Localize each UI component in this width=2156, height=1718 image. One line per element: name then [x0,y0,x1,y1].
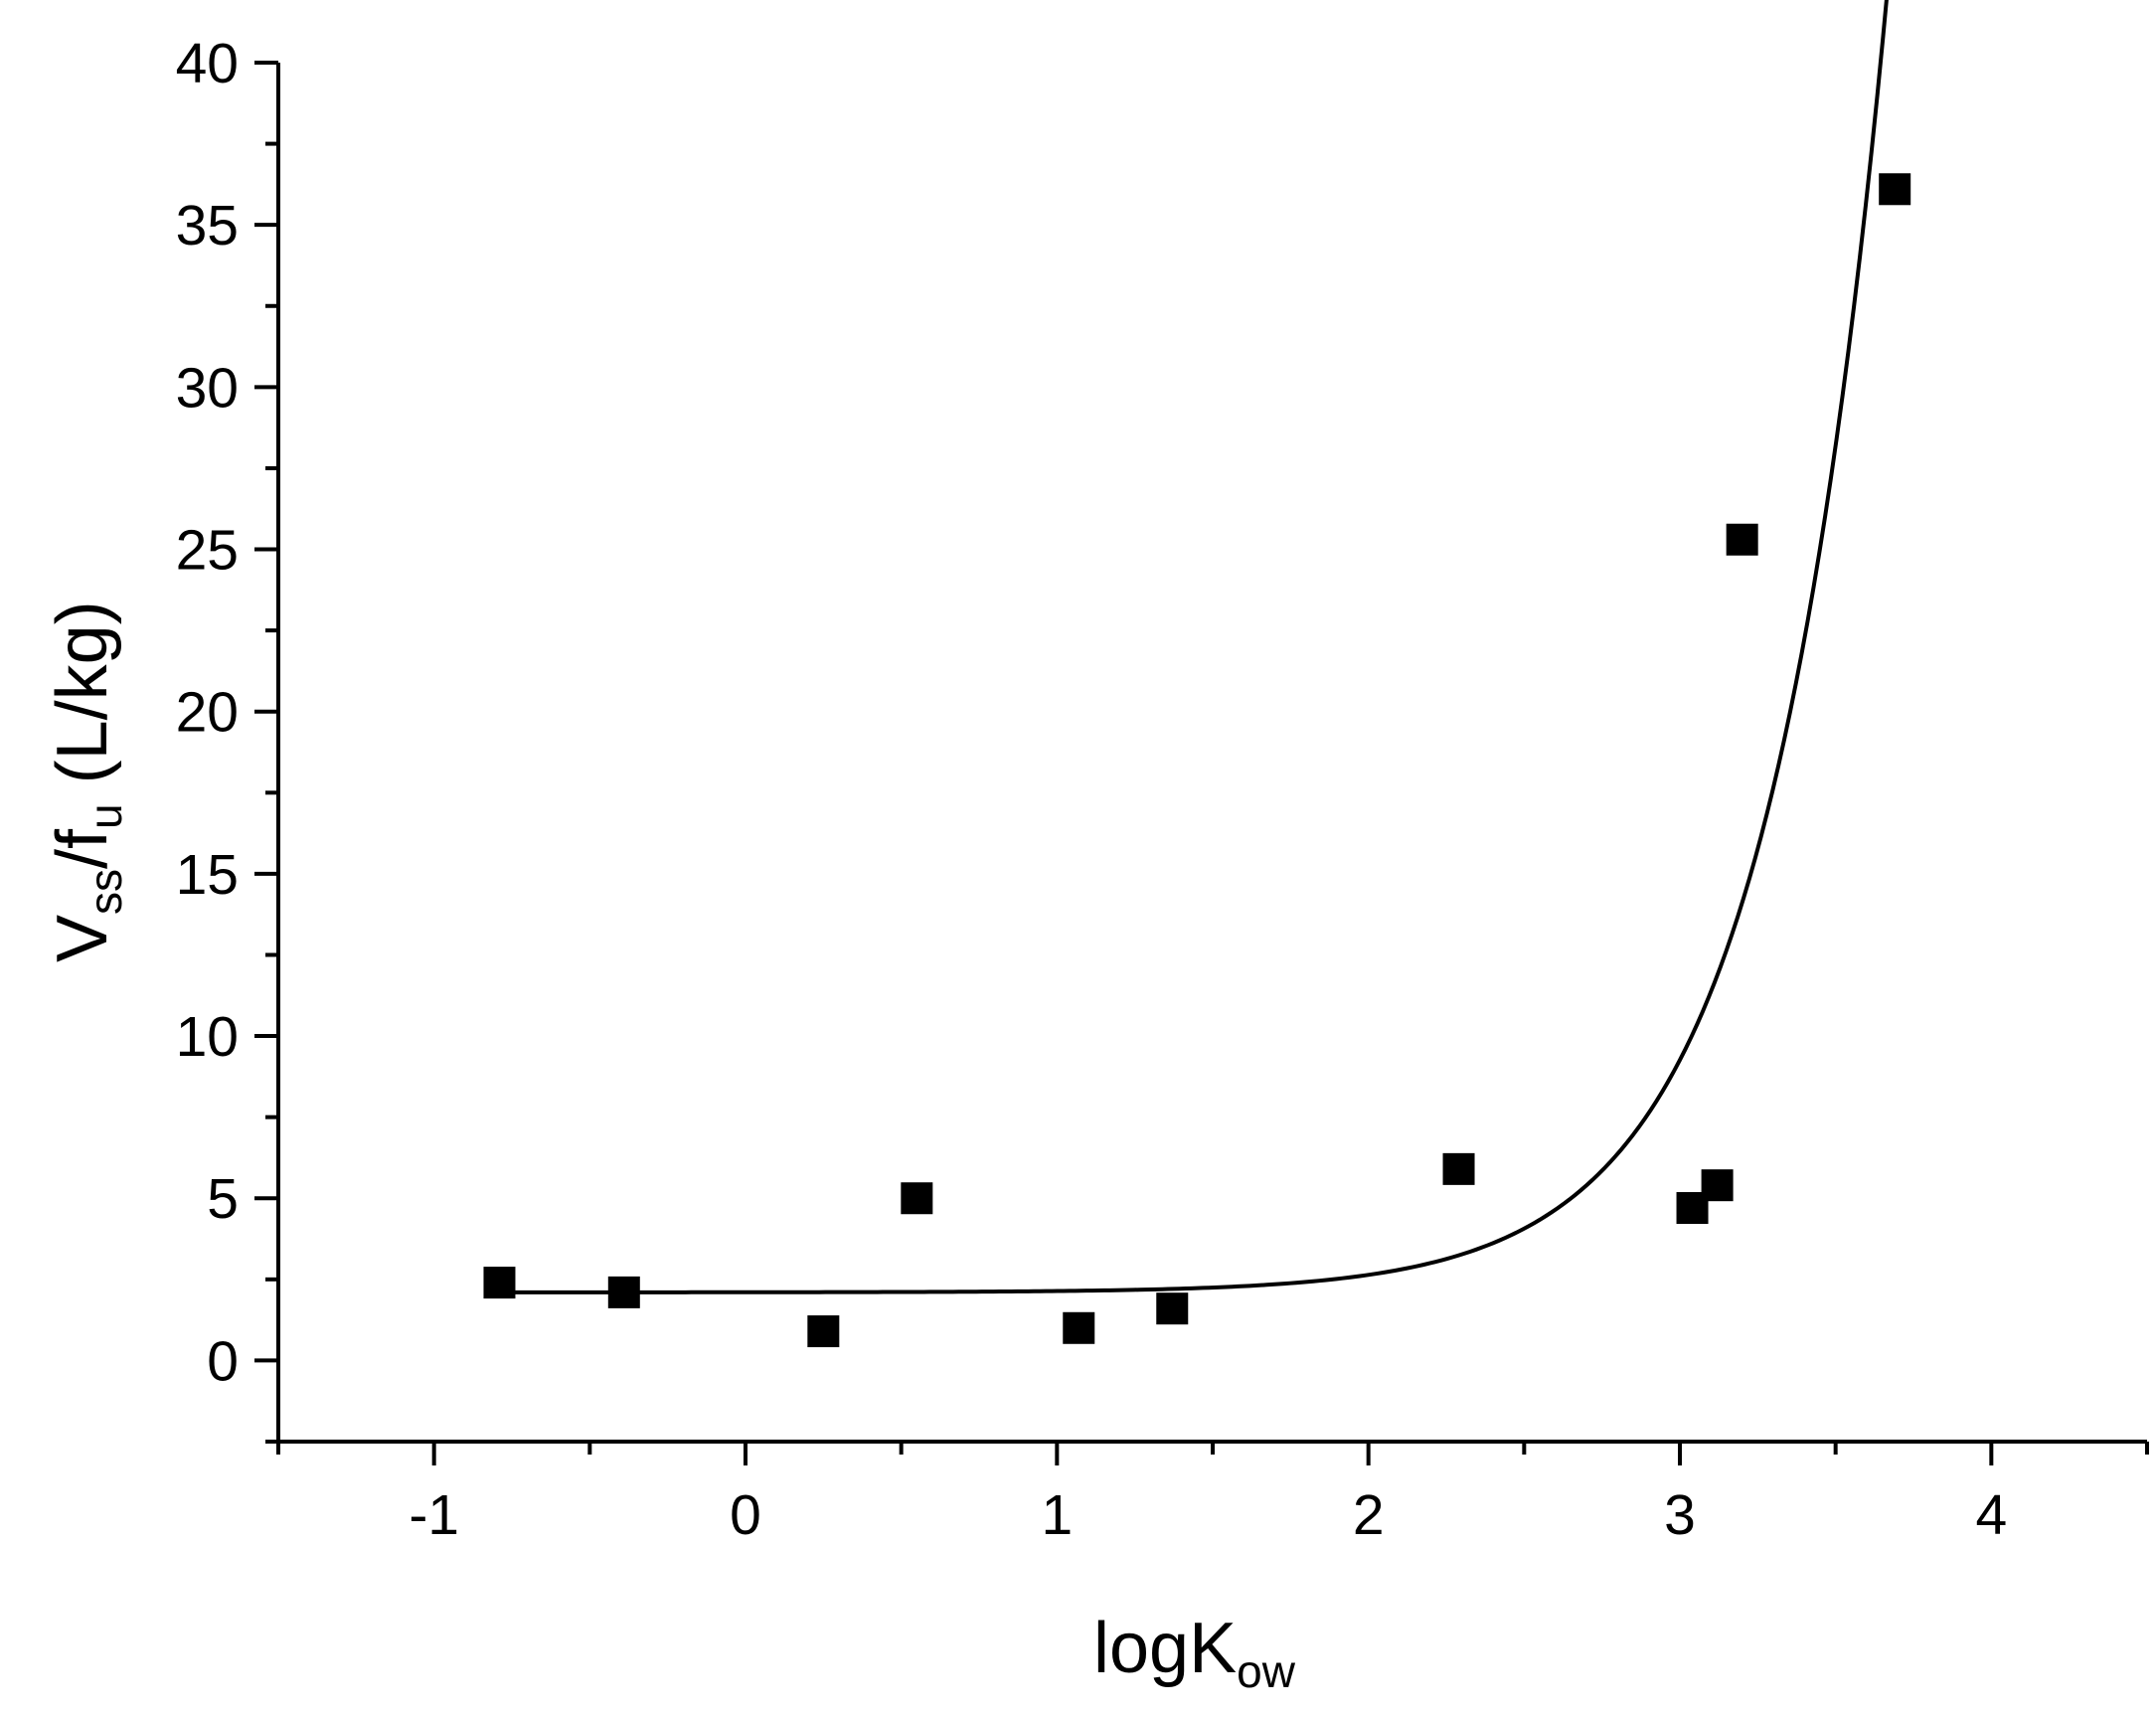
data-point [1063,1311,1095,1344]
x-axis-ticks: -1 0 1 2 3 4 [276,1442,2149,1547]
data-point [1156,1292,1189,1325]
y-axis-title-mid: /f [43,828,122,869]
y-axis-title-main: V [43,915,122,962]
data-point [901,1182,933,1215]
y-axis-title: Vss/fu (L/kg) [43,601,131,962]
y-tick-label: 30 [176,356,239,420]
y-axis-ticks: 0 5 10 15 20 25 30 35 40 [176,32,278,1444]
x-tick-label: 4 [1975,1483,2007,1547]
y-axis-title-sub1: ss [80,869,131,915]
y-tick-label: 35 [176,194,239,258]
y-tick-label: 0 [207,1329,239,1393]
y-axis-title-sub2: u [80,803,131,829]
y-tick-label: 5 [207,1167,239,1231]
data-point [807,1315,840,1348]
x-axis-title-main: logK [1093,1609,1237,1688]
x-tick-label: 1 [1041,1483,1073,1547]
data-point [1442,1152,1475,1185]
x-axis-title-sub: ow [1237,1645,1296,1697]
y-tick-label: 40 [176,32,239,95]
y-tick-label: 25 [176,519,239,583]
x-tick-label: 2 [1353,1483,1385,1547]
y-axis-title-tail: (L/kg) [43,601,122,803]
axes [276,63,2147,1444]
data-point [1701,1169,1734,1202]
y-tick-label: 15 [176,843,239,907]
data-point [607,1276,640,1308]
x-tick-label: -1 [409,1483,459,1547]
x-tick-label: 0 [730,1483,761,1547]
fit-curve [499,0,1889,1294]
data-point [483,1267,516,1299]
y-tick-label: 10 [176,1005,239,1069]
data-point [1879,173,1911,206]
data-points [483,173,1911,1348]
y-tick-label: 20 [176,681,239,745]
x-tick-label: 3 [1664,1483,1696,1547]
data-point [1726,523,1758,556]
x-axis-title: logKow [1093,1609,1296,1697]
